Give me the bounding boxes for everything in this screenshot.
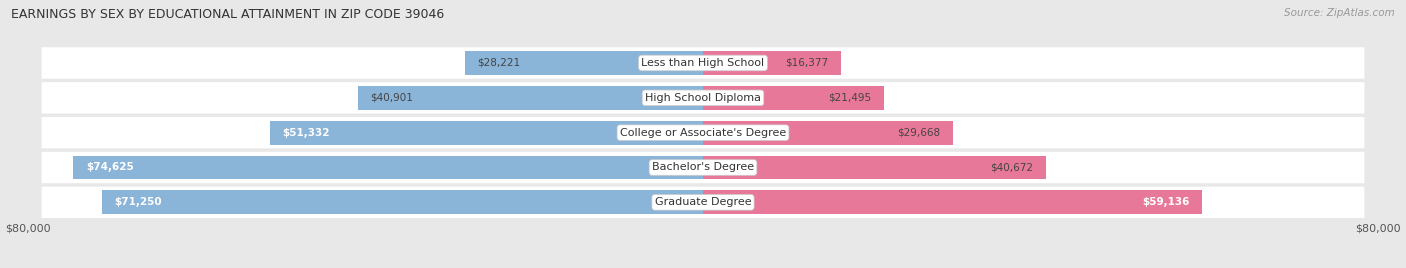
FancyBboxPatch shape [42,117,1364,148]
Text: Source: ZipAtlas.com: Source: ZipAtlas.com [1284,8,1395,18]
Text: Graduate Degree: Graduate Degree [655,197,751,207]
Bar [703,191,1202,214]
Text: Less than High School: Less than High School [641,58,765,68]
FancyBboxPatch shape [42,152,1364,183]
Text: $29,668: $29,668 [897,128,941,138]
FancyBboxPatch shape [42,187,1364,218]
Text: $28,221: $28,221 [478,58,520,68]
Bar [101,191,703,214]
FancyBboxPatch shape [42,82,1364,114]
Text: College or Associate's Degree: College or Associate's Degree [620,128,786,138]
Bar [703,156,1046,179]
Text: $51,332: $51,332 [283,128,330,138]
Text: $59,136: $59,136 [1142,197,1189,207]
Bar [73,156,703,179]
Text: $40,672: $40,672 [990,162,1033,173]
FancyBboxPatch shape [42,47,1364,79]
Text: $40,901: $40,901 [371,93,413,103]
Bar [703,121,953,144]
Text: High School Diploma: High School Diploma [645,93,761,103]
Text: EARNINGS BY SEX BY EDUCATIONAL ATTAINMENT IN ZIP CODE 39046: EARNINGS BY SEX BY EDUCATIONAL ATTAINMEN… [11,8,444,21]
Bar [703,51,841,75]
Text: $74,625: $74,625 [86,162,134,173]
Text: $21,495: $21,495 [828,93,872,103]
Bar [359,86,703,110]
Bar [703,86,884,110]
Text: $71,250: $71,250 [114,197,162,207]
Text: $16,377: $16,377 [786,58,828,68]
Bar [270,121,703,144]
Bar [465,51,703,75]
Text: Bachelor's Degree: Bachelor's Degree [652,162,754,173]
